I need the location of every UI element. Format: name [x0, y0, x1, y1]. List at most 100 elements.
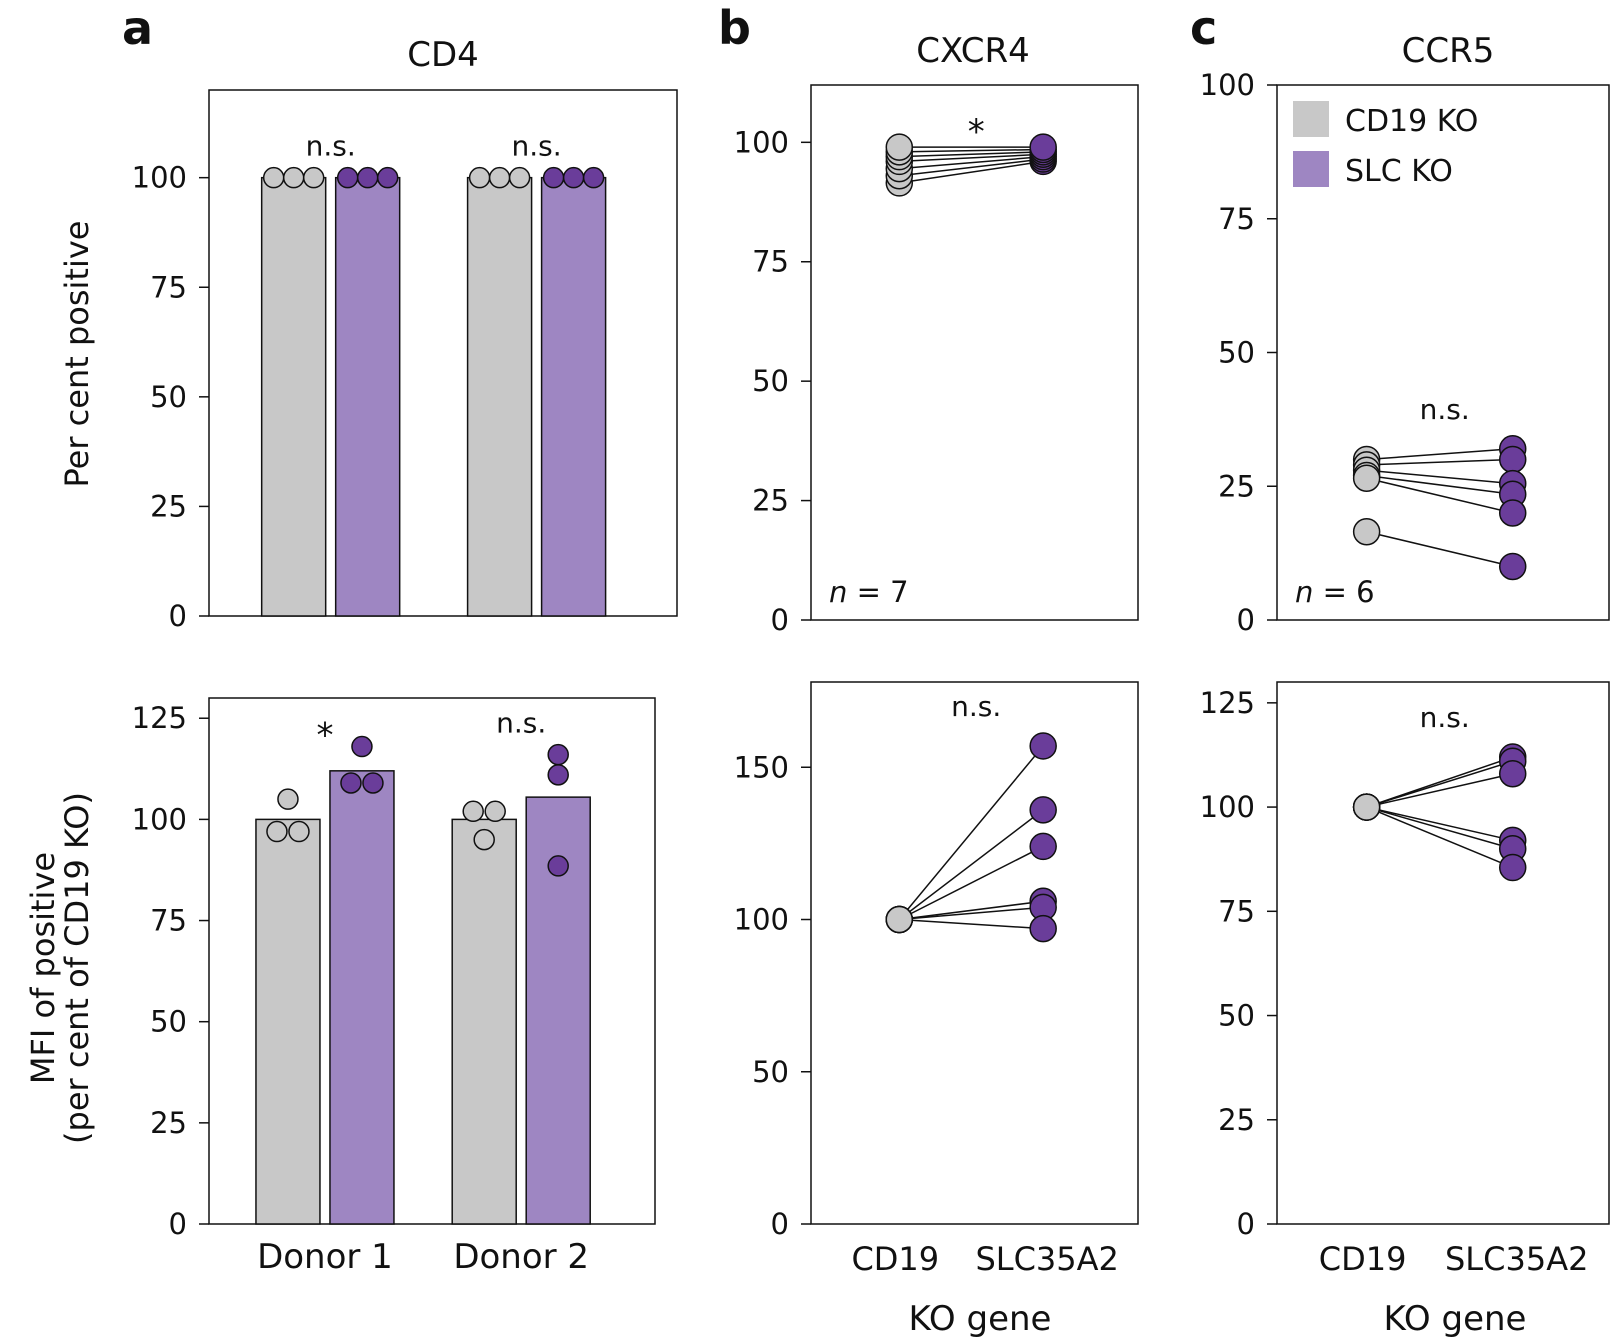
- data-point-slc: [1498, 759, 1527, 788]
- y-tick-label: 125: [1200, 686, 1255, 720]
- bar-cd19-1: [260, 176, 327, 617]
- pair-line: [899, 153, 1044, 163]
- pair-line: [899, 160, 1044, 184]
- n-symbol: n: [1295, 575, 1313, 609]
- pair-line: [1366, 469, 1513, 485]
- significance-label: n.s.: [1420, 701, 1470, 734]
- y-tick-label: 75: [150, 904, 187, 938]
- data-point-slc: [1029, 796, 1057, 824]
- data-point: [468, 166, 491, 189]
- bar-cd19-2: [451, 818, 517, 1225]
- panel-label-a: a: [122, 1, 153, 55]
- data-point: [484, 800, 506, 823]
- plot-frame: [208, 89, 678, 617]
- n-value: = 7: [847, 575, 908, 609]
- data-point: [542, 166, 565, 189]
- y-tick-label: 100: [734, 125, 789, 159]
- y-tick-label: 25: [1218, 1103, 1255, 1137]
- x-label-b: KO gene: [909, 1299, 1052, 1339]
- pair-line: [1366, 448, 1513, 461]
- data-point: [302, 166, 325, 189]
- pair-line: [899, 158, 1044, 177]
- pair-line: [1366, 806, 1513, 850]
- y-tick-label: 25: [1218, 469, 1255, 503]
- data-point-cd19: [885, 133, 914, 161]
- pair-line: [899, 906, 1044, 921]
- chart-a-top: 0 25 50 75 100 n.s. n.s.: [132, 89, 678, 633]
- pair-line: [899, 900, 1044, 921]
- plot-frame: [810, 84, 1139, 621]
- y-tick-label: 50: [752, 364, 789, 398]
- data-point-cd19: [885, 905, 914, 934]
- data-point: [351, 735, 373, 758]
- data-point: [282, 166, 305, 189]
- data-point-slc: [1029, 133, 1057, 161]
- data-point: [362, 772, 384, 794]
- title-ccr5: CCR5: [1402, 31, 1495, 71]
- significance-label: n.s.: [512, 130, 562, 163]
- data-point-slc: [1498, 552, 1527, 581]
- pair-line: [1366, 458, 1513, 466]
- significance-label: n.s.: [1420, 393, 1470, 426]
- plots: 0 25 50 75 100 n.s. n.s. 0 25 50 75 100 125 * Donor 1 n…: [132, 68, 1610, 1278]
- x-category-label: CD19: [1319, 1240, 1407, 1278]
- n-symbol: n: [829, 575, 847, 609]
- n-label: n = 7: [829, 575, 909, 609]
- data-point-slc: [1498, 853, 1527, 882]
- y-tick-label: 100: [1200, 68, 1255, 102]
- legend-swatch-cd19: [1293, 101, 1329, 137]
- data-point: [508, 166, 531, 189]
- y-label-bottom-line1: MFI of positive: [24, 852, 62, 1084]
- chart-c-top: 0 25 50 75 100 n.s. n = 6: [1200, 68, 1610, 637]
- data-point: [488, 166, 511, 189]
- y-tick-label: 150: [734, 750, 789, 784]
- pair-line: [898, 845, 1044, 921]
- chart-b-bottom: 0 50 100 150 n.s. CD19 SLC35A2: [734, 681, 1139, 1278]
- y-tick-label: 100: [132, 802, 187, 836]
- data-point-slc: [1498, 499, 1527, 527]
- y-tick-label: 0: [771, 1207, 789, 1241]
- pair-line: [899, 155, 1044, 170]
- legend-label-slc: SLC KO: [1345, 154, 1453, 189]
- title-cd4: CD4: [407, 35, 479, 75]
- pair-line: [898, 745, 1044, 920]
- y-tick-label: 25: [150, 1106, 187, 1140]
- bar-slc-2: [540, 176, 607, 617]
- pair-line: [899, 918, 1044, 930]
- legend-label-cd19: CD19 KO: [1345, 104, 1478, 139]
- pair-line: [1366, 806, 1514, 869]
- legend-swatch-slc: [1293, 151, 1329, 187]
- x-category-label: SLC35A2: [1445, 1240, 1588, 1278]
- bar-slc-1: [334, 176, 401, 617]
- y-tick-label: 100: [1200, 790, 1255, 824]
- significance-label: *: [968, 112, 985, 152]
- x-label-c: KO gene: [1384, 1299, 1527, 1339]
- pair-line: [1366, 772, 1513, 808]
- data-point-slc: [1498, 445, 1527, 474]
- data-point: [547, 764, 569, 786]
- bar-cd19-2: [466, 176, 533, 617]
- panel-label-c: c: [1190, 1, 1217, 55]
- plot-frame: [1276, 681, 1610, 1225]
- significance-label: n.s.: [496, 707, 546, 740]
- plot-frame: [208, 697, 656, 1225]
- data-point-slc: [1029, 914, 1057, 943]
- y-tick-label: 75: [1218, 202, 1255, 236]
- x-category-label: SLC35A2: [975, 1240, 1118, 1278]
- y-tick-label: 50: [1218, 336, 1255, 370]
- data-point-cd19: [1352, 517, 1381, 546]
- y-tick-label: 0: [771, 603, 789, 637]
- data-point: [547, 743, 569, 766]
- pair-line: [1366, 530, 1513, 568]
- data-point: [336, 166, 359, 189]
- pair-line: [898, 809, 1044, 921]
- data-point: [277, 788, 299, 810]
- data-point-slc: [1029, 832, 1057, 861]
- data-point: [266, 820, 288, 843]
- pair-line: [899, 148, 1044, 153]
- x-category-label: CD19: [851, 1240, 939, 1278]
- plot-frame: [810, 681, 1139, 1225]
- y-tick-label: 50: [1218, 999, 1255, 1033]
- x-category-label: Donor 2: [453, 1237, 589, 1277]
- significance-label: n.s.: [306, 130, 356, 163]
